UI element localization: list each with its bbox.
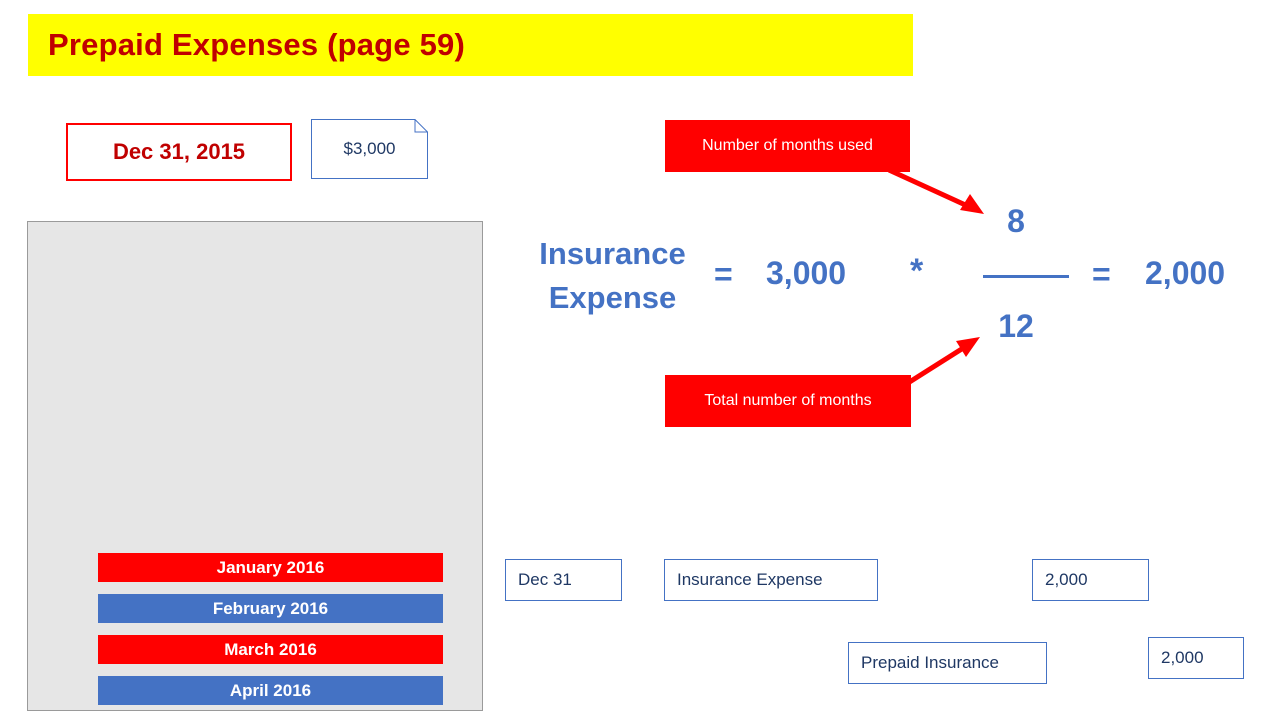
- date-box: Dec 31, 2015: [66, 123, 292, 181]
- journal-entry-date-label: Dec 31: [518, 570, 572, 589]
- amount-callout-label: $3,000: [343, 139, 396, 158]
- formula-equals-2: =: [1092, 256, 1111, 292]
- formula-numerator: 8: [1007, 203, 1025, 239]
- month-label: March 2016: [224, 639, 317, 659]
- formula-denominator: 12: [998, 308, 1034, 344]
- journal-entry-credit-account-label: Prepaid Insurance: [861, 653, 999, 672]
- callout-total-months-label: Total number of months: [704, 392, 872, 410]
- arrow-months-used-icon: [887, 167, 984, 214]
- amount-callout: $3,000: [311, 119, 428, 179]
- page-title: Prepaid Expenses (page 59): [48, 27, 465, 62]
- month-bar-january: January 2016: [98, 553, 443, 582]
- journal-entry-credit-account: Prepaid Insurance: [848, 642, 1047, 684]
- month-bar-april: April 2016: [98, 676, 443, 705]
- journal-entry-debit-amount: 2,000: [1032, 559, 1149, 601]
- journal-entry-credit-amount-label: 2,000: [1161, 648, 1204, 667]
- month-label: April 2016: [229, 680, 312, 700]
- journal-entry-date: Dec 31: [505, 559, 622, 601]
- fraction-bar: [983, 275, 1069, 278]
- formula-label: Insurance Expense: [539, 236, 686, 315]
- formula-result: 2,000: [1145, 255, 1226, 291]
- date-box-label: Dec 31, 2015: [112, 139, 246, 164]
- month-label: February 2016: [212, 598, 329, 618]
- callout-months-used-label: Number of months used: [702, 137, 873, 155]
- calendar-panel: January 2016 February 2016 March 2016 Ap…: [27, 221, 483, 711]
- formula-amount: 3,000: [766, 255, 847, 291]
- amount-callout-shape: [311, 119, 428, 179]
- month-bar-february: February 2016: [98, 594, 443, 623]
- callout-months-used: Number of months used: [665, 120, 910, 172]
- journal-entry-credit-amount: 2,000: [1148, 637, 1244, 679]
- journal-entry-debit-account: Insurance Expense: [664, 559, 878, 601]
- month-bar-march: March 2016: [98, 635, 443, 664]
- month-label: January 2016: [216, 557, 325, 577]
- journal-entry-debit-amount-label: 2,000: [1045, 570, 1088, 589]
- arrow-total-months-icon: [898, 337, 980, 391]
- formula-equals-1: =: [714, 256, 733, 292]
- formula-operator: *: [910, 252, 924, 290]
- callout-total-months: Total number of months: [665, 375, 911, 427]
- title-banner: Prepaid Expenses (page 59): [28, 14, 913, 76]
- journal-entry-debit-account-label: Insurance Expense: [677, 570, 823, 589]
